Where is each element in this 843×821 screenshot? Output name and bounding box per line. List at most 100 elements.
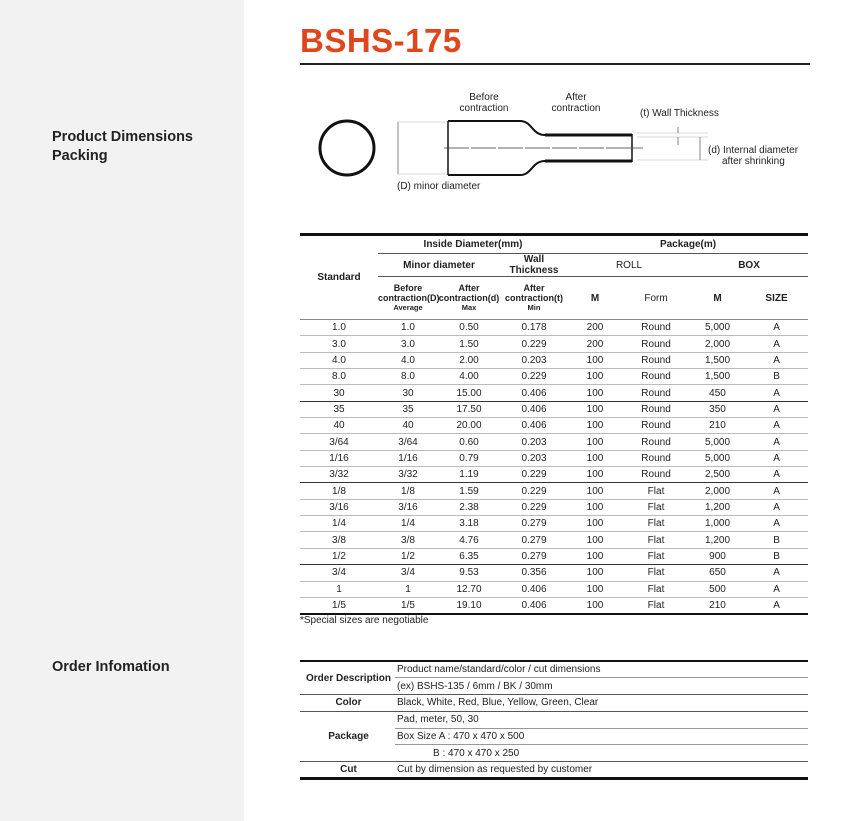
cell-box-m: 900: [690, 548, 746, 566]
cell-before-contraction: 3/4: [378, 564, 438, 582]
table-row: 3/16 3/16 2.38 0.229 100 Flat 1,200 A: [300, 499, 809, 517]
cell-before-contraction: 30: [378, 384, 438, 402]
h-contraction-D: contraction(D): [378, 293, 440, 303]
dimension-diagram: Before contraction After contraction (t)…: [318, 92, 799, 192]
cell-box-m: 2,000: [690, 482, 746, 500]
package-label: Package: [300, 711, 395, 763]
cell-after-contraction: 1.50: [438, 335, 500, 353]
cell-after-contraction: 12.70: [438, 581, 500, 598]
cell-before-contraction: 3/64: [378, 433, 438, 451]
cell-roll-form: Round: [622, 368, 691, 386]
cell-roll-m: 100: [568, 515, 623, 533]
cell-after-contraction: 2.00: [438, 352, 500, 370]
color-value: Black, White, Red, Blue, Yellow, Green, …: [395, 694, 808, 712]
cell-before-contraction: 8.0: [378, 368, 438, 386]
cell-after-contraction: 4.76: [438, 531, 500, 549]
cell-box-m: 2,000: [690, 335, 746, 353]
header-size: SIZE: [765, 292, 788, 304]
box-size-a: Box Size A : 470 x 470 x 500: [395, 728, 808, 746]
cell-roll-m: 100: [568, 581, 623, 598]
header-box: BOX: [690, 253, 809, 277]
cell-before-contraction: 1/5: [401, 599, 415, 611]
h-after-t: After: [523, 283, 545, 293]
cell-after-contraction: 2.38: [438, 499, 500, 517]
cell-wall-thickness: 0.279: [500, 531, 569, 549]
cell-after-contraction: 19.10: [456, 599, 482, 611]
table-row: 1/4 1/4 3.18 0.279 100 Flat 1,000 A: [300, 515, 809, 533]
cell-roll-form: Round: [622, 450, 691, 468]
cell-wall-thickness: 0.406: [500, 581, 569, 598]
cell-roll-m: 100: [568, 548, 623, 566]
cross-section-circle: [318, 119, 376, 177]
table-row: 3/8 3/8 4.76 0.279 100 Flat 1,200 B: [300, 531, 809, 549]
cell-standard: 3/4: [300, 564, 378, 582]
cell-after-contraction: 15.00: [438, 384, 500, 402]
cell-before-contraction: 1/8: [378, 482, 438, 500]
cell-after-contraction: 20.00: [438, 417, 500, 435]
cell-roll-m: 100: [568, 466, 623, 484]
cell-standard: 3.0: [300, 335, 378, 353]
cell-before-contraction: 3/16: [378, 499, 438, 517]
label-after-shrinking: after shrinking: [722, 156, 785, 167]
box-size-b: B : 470 x 470 x 250: [395, 744, 808, 763]
cell-roll-m: 100: [568, 368, 623, 386]
section-order-information: Order Infomation: [52, 659, 170, 675]
cell-standard: 1/4: [300, 515, 378, 533]
cell-box-size: A: [745, 450, 809, 468]
table-row: 3.0 3.0 1.50 0.229 200 Round 2,000 A: [300, 335, 809, 353]
order-description-line: Product name/standard/color / cut dimens…: [395, 661, 808, 679]
cell-box-size: A: [745, 417, 809, 435]
cell-standard: 35: [300, 401, 378, 419]
cell-before-contraction: 1/16: [378, 450, 438, 468]
cell-roll-m: 100: [568, 564, 623, 582]
cell-box-m: 1,500: [690, 368, 746, 386]
cell-after-contraction: 0.60: [438, 433, 500, 451]
label-wall-thickness: (t) Wall Thickness: [640, 108, 719, 119]
order-description-example: (ex) BSHS-135 / 6mm / BK / 30mm: [395, 677, 808, 696]
cell-wall-thickness: 0.279: [500, 548, 569, 566]
cell-roll-form: Round: [622, 401, 691, 419]
cell-box-size: A: [745, 482, 809, 500]
package-value: Pad, meter, 50, 30: [395, 711, 808, 729]
cell-wall-thickness: 0.203: [500, 352, 569, 370]
special-sizes-note: *Special sizes are negotiable: [300, 615, 429, 626]
cell-after-contraction: 17.50: [438, 401, 500, 419]
table-row: 1/5 1/5 19.10 0.406 100 Flat 210 A: [300, 597, 808, 613]
cell-wall-thickness: 0.229: [500, 499, 569, 517]
cell-standard: 4.0: [300, 352, 378, 370]
cell-roll-m: 100: [568, 384, 623, 402]
cell-box-size: A: [745, 499, 809, 517]
cell-box-m: 450: [690, 384, 746, 402]
cell-box-m: 210: [690, 417, 746, 435]
table-row: 1 1 12.70 0.406 100 Flat 500 A: [300, 581, 809, 598]
cell-wall-thickness: 0.406: [500, 417, 569, 435]
h-before: Before: [393, 283, 423, 293]
cell-roll-form: Round: [622, 319, 691, 337]
cell-wall-thickness: 0.229: [500, 368, 569, 386]
cell-box-size: A: [745, 515, 809, 533]
cell-box-size: A: [745, 433, 809, 451]
cell-box-size: A: [745, 581, 809, 598]
table-row: 1/8 1/8 1.59 0.229 100 Flat 2,000 A: [300, 482, 809, 500]
cell-after-contraction: 1.19: [438, 466, 500, 484]
cut-label: Cut: [340, 764, 357, 776]
h-contraction-d: contraction(d): [438, 293, 500, 303]
section-label-packing: Packing: [52, 148, 108, 164]
cell-standard: 30: [300, 384, 378, 402]
cell-roll-m: 100: [568, 433, 623, 451]
cell-after-contraction: 4.00: [438, 368, 500, 386]
cell-roll-form: Flat: [622, 531, 691, 549]
cell-box-m: 1,200: [690, 499, 746, 517]
cell-after-contraction: 0.50: [438, 319, 500, 337]
sidebar: [0, 0, 244, 821]
cell-box-m: 5,000: [690, 319, 746, 337]
cell-box-size: A: [745, 466, 809, 484]
cell-before-contraction: 1: [378, 581, 438, 598]
order-description-label: Order Description: [300, 661, 395, 696]
table-row: 3/64 3/64 0.60 0.203 100 Round 5,000 A: [300, 433, 809, 451]
h-min: Min: [527, 303, 541, 312]
cell-before-contraction: 3/8: [378, 531, 438, 549]
cell-standard: 1/5: [332, 599, 346, 611]
header-wall-thickness: Wall Thickness: [500, 253, 569, 277]
header-standard: Standard: [317, 272, 361, 283]
